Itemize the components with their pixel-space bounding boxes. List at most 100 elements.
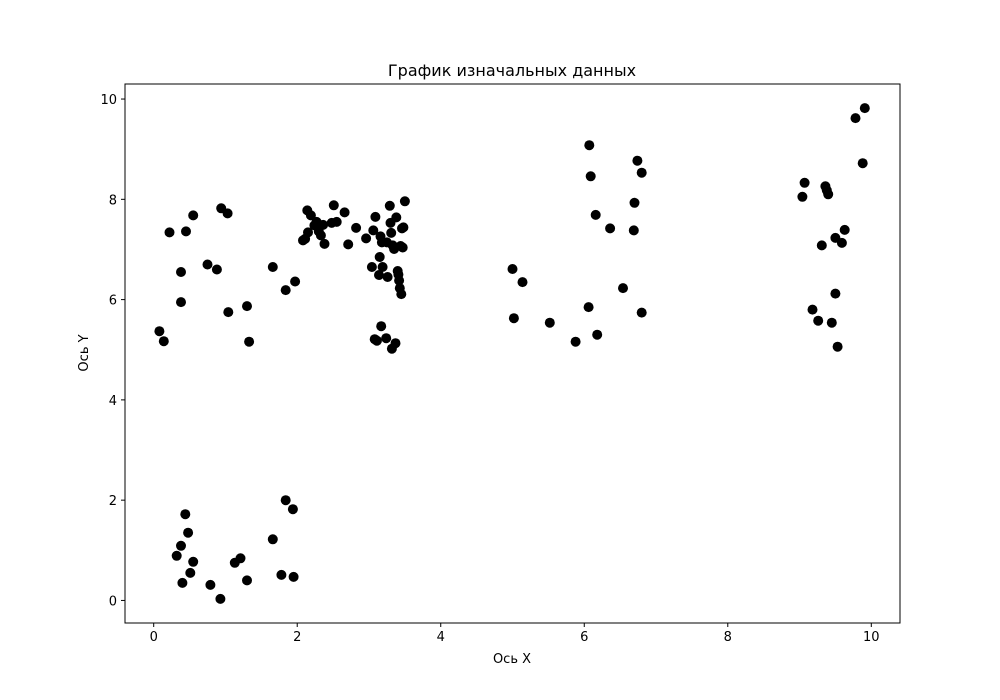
data-point [177, 577, 188, 588]
data-point [390, 338, 401, 349]
data-point [826, 317, 837, 328]
data-point [288, 571, 299, 582]
data-point [181, 226, 191, 237]
data-point [629, 197, 640, 208]
data-point [584, 140, 595, 151]
data-point [382, 272, 393, 282]
x-tick-label: 6 [580, 630, 588, 645]
data-point [374, 270, 384, 280]
data-point [618, 283, 628, 294]
data-point [592, 329, 603, 340]
data-point [605, 223, 616, 234]
data-point [171, 550, 182, 561]
data-point [267, 534, 278, 545]
data-point [799, 177, 810, 188]
data-point [508, 313, 519, 324]
data-point [319, 238, 330, 249]
data-point [280, 495, 291, 506]
x-tick-label: 8 [724, 630, 732, 645]
data-point [242, 301, 252, 312]
data-point [158, 336, 169, 347]
data-point [202, 259, 213, 270]
data-point [857, 158, 868, 169]
data-point [816, 240, 827, 251]
y-axis-label: Ось Y [77, 334, 92, 371]
data-point [585, 171, 596, 182]
data-point [399, 196, 410, 207]
data-point [374, 252, 385, 262]
data-point [371, 335, 382, 346]
data-point [376, 321, 387, 332]
data-point [361, 233, 372, 244]
x-tick-label: 2 [293, 630, 301, 645]
y-tick-label: 10 [100, 93, 117, 108]
data-point [331, 216, 342, 227]
data-point [636, 307, 647, 318]
data-point [823, 189, 834, 200]
data-point [242, 575, 252, 586]
y-axis: 0 2 4 6 8 10 [100, 93, 125, 609]
data-point [632, 155, 643, 166]
data-point [570, 336, 581, 347]
data-point [211, 264, 222, 275]
y-tick-label: 8 [109, 193, 117, 208]
x-axis: 0 2 4 6 8 10 [150, 623, 880, 645]
data-point [328, 200, 339, 211]
data-point [176, 297, 186, 308]
data-points [154, 103, 870, 604]
data-point [164, 227, 175, 238]
data-point [396, 289, 407, 300]
data-point [188, 210, 199, 221]
data-point [830, 288, 841, 299]
data-point [305, 210, 316, 221]
data-point [381, 333, 392, 344]
data-point [276, 569, 287, 580]
data-point [507, 264, 518, 274]
data-point [398, 222, 409, 233]
data-point [386, 227, 397, 238]
data-point [590, 209, 601, 220]
x-axis-label: Ось X [493, 652, 531, 667]
y-tick-label: 0 [109, 594, 117, 609]
data-point [343, 239, 354, 250]
y-tick-label: 4 [109, 394, 117, 409]
data-point [366, 262, 377, 272]
data-point [517, 277, 528, 288]
data-point [176, 540, 186, 551]
data-point [215, 593, 226, 604]
data-point [290, 276, 301, 287]
data-point [351, 222, 362, 233]
data-point [176, 267, 186, 277]
data-point [397, 242, 408, 253]
data-point [850, 113, 861, 124]
data-point [368, 225, 379, 236]
data-point [370, 211, 381, 222]
data-point [813, 315, 824, 326]
data-point [636, 167, 647, 178]
data-point [832, 341, 843, 352]
data-point [222, 208, 233, 219]
data-point [391, 212, 402, 223]
data-point [154, 326, 165, 337]
data-point [223, 307, 234, 318]
data-point [183, 527, 194, 538]
x-tick-label: 10 [863, 630, 880, 645]
data-point [267, 262, 278, 272]
data-point [628, 225, 639, 236]
data-point [807, 304, 818, 315]
data-point [180, 509, 191, 520]
data-point [377, 262, 388, 272]
chart-title: График изначальных данных [388, 61, 636, 80]
data-point [544, 317, 555, 328]
data-point [235, 553, 246, 564]
data-point [394, 275, 405, 286]
plot-area-frame [124, 83, 901, 624]
data-point [303, 227, 313, 238]
data-point [185, 567, 196, 578]
y-tick-label: 2 [109, 494, 117, 509]
data-point [797, 191, 808, 202]
y-tick-label: 6 [109, 294, 117, 309]
data-point [859, 103, 870, 114]
x-tick-label: 0 [150, 630, 158, 645]
